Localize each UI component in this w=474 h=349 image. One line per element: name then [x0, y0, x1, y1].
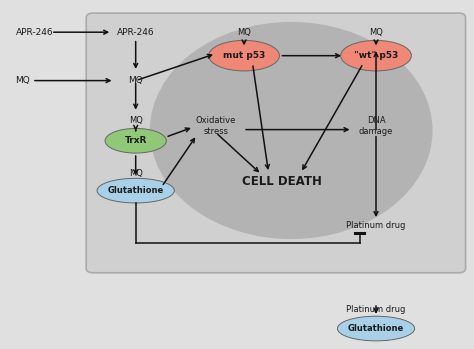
Text: Glutathione: Glutathione [348, 324, 404, 333]
Text: MQ: MQ [237, 28, 251, 37]
Text: MQ: MQ [16, 76, 30, 85]
Text: MQ: MQ [129, 169, 143, 178]
Text: Platinum drug: Platinum drug [346, 305, 406, 314]
Text: MQ: MQ [129, 116, 143, 125]
Ellipse shape [341, 40, 411, 71]
Text: APR-246: APR-246 [117, 28, 155, 37]
FancyBboxPatch shape [86, 13, 465, 273]
Text: APR-246: APR-246 [16, 28, 53, 37]
Ellipse shape [209, 40, 279, 71]
Text: "wt" p53: "wt" p53 [354, 51, 398, 60]
Text: MQ: MQ [369, 28, 383, 37]
Text: MQ: MQ [128, 76, 143, 85]
Ellipse shape [337, 316, 415, 341]
Text: Platinum drug: Platinum drug [346, 221, 406, 230]
Ellipse shape [105, 128, 166, 153]
Text: Glutathione: Glutathione [108, 186, 164, 195]
Ellipse shape [150, 22, 433, 239]
Text: TrxR: TrxR [125, 136, 147, 145]
Text: mut p53: mut p53 [223, 51, 265, 60]
Text: CELL DEATH: CELL DEATH [242, 175, 322, 188]
Text: DNA
damage: DNA damage [359, 116, 393, 136]
Ellipse shape [97, 178, 174, 203]
Text: Oxidative
stress: Oxidative stress [196, 116, 236, 136]
